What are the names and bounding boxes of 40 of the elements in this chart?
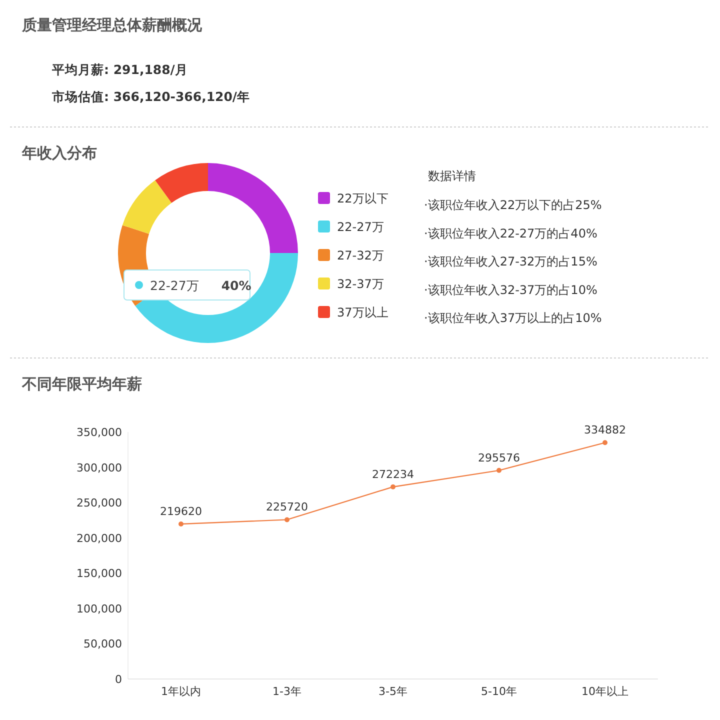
y-tick-label: 100,000: [76, 602, 122, 616]
legend-label: 32-37万: [337, 277, 384, 291]
data-label: 295576: [478, 451, 520, 464]
legend-label: 27-32万: [337, 248, 384, 262]
x-tick-label: 1-3年: [272, 685, 302, 698]
legend-label: 37万以上: [337, 306, 388, 320]
y-tick-label: 300,000: [76, 461, 122, 474]
y-tick-label: 350,000: [76, 426, 122, 439]
y-tick-label: 200,000: [76, 532, 122, 545]
x-tick-label: 10年以上: [582, 685, 628, 698]
text: ·该职位年收入27-32万的占15%: [424, 254, 598, 269]
chart-title: 年收入分布: [21, 144, 97, 162]
text: 平均月薪: 291,188/月: [51, 62, 188, 77]
x-tick-label: 5-10年: [481, 685, 517, 698]
text: ·该职位年收入32-37万的占10%: [424, 282, 598, 297]
text: 数据详情: [428, 169, 476, 183]
y-tick-label: 150,000: [76, 567, 122, 580]
y-tick-label: 250,000: [76, 496, 122, 510]
x-tick-label: 1年以内: [161, 685, 201, 698]
point: [178, 522, 184, 527]
text: ·该职位年收入22-27万的占40%: [424, 226, 598, 240]
y-tick-label: 50,000: [84, 638, 122, 651]
text: ·该职位年收入22万以下的占25%: [424, 198, 602, 212]
y-tick-label: 0: [115, 673, 122, 686]
text: ·该职位年收入37万以上的占10%: [424, 311, 602, 326]
legend-label: 22-27万: [337, 220, 384, 234]
x-tick-label: 3-5年: [378, 685, 408, 698]
tooltip: 22-27万 40%: [124, 270, 252, 300]
data-label: 225720: [266, 500, 308, 514]
data-label: 334882: [584, 424, 626, 437]
point: [390, 484, 396, 490]
text: 市场估值: 366,120-366,120/年: [51, 89, 250, 104]
point: [284, 517, 290, 522]
chart-title: 不同年限平均年薪: [21, 375, 142, 393]
point: [496, 468, 502, 473]
legend-label: 22万以下: [337, 192, 388, 206]
data-label: 219620: [160, 505, 202, 518]
text: 质量管理经理总体薪酬概况: [21, 16, 203, 34]
point: [602, 440, 608, 446]
data-label: 272234: [372, 468, 414, 481]
